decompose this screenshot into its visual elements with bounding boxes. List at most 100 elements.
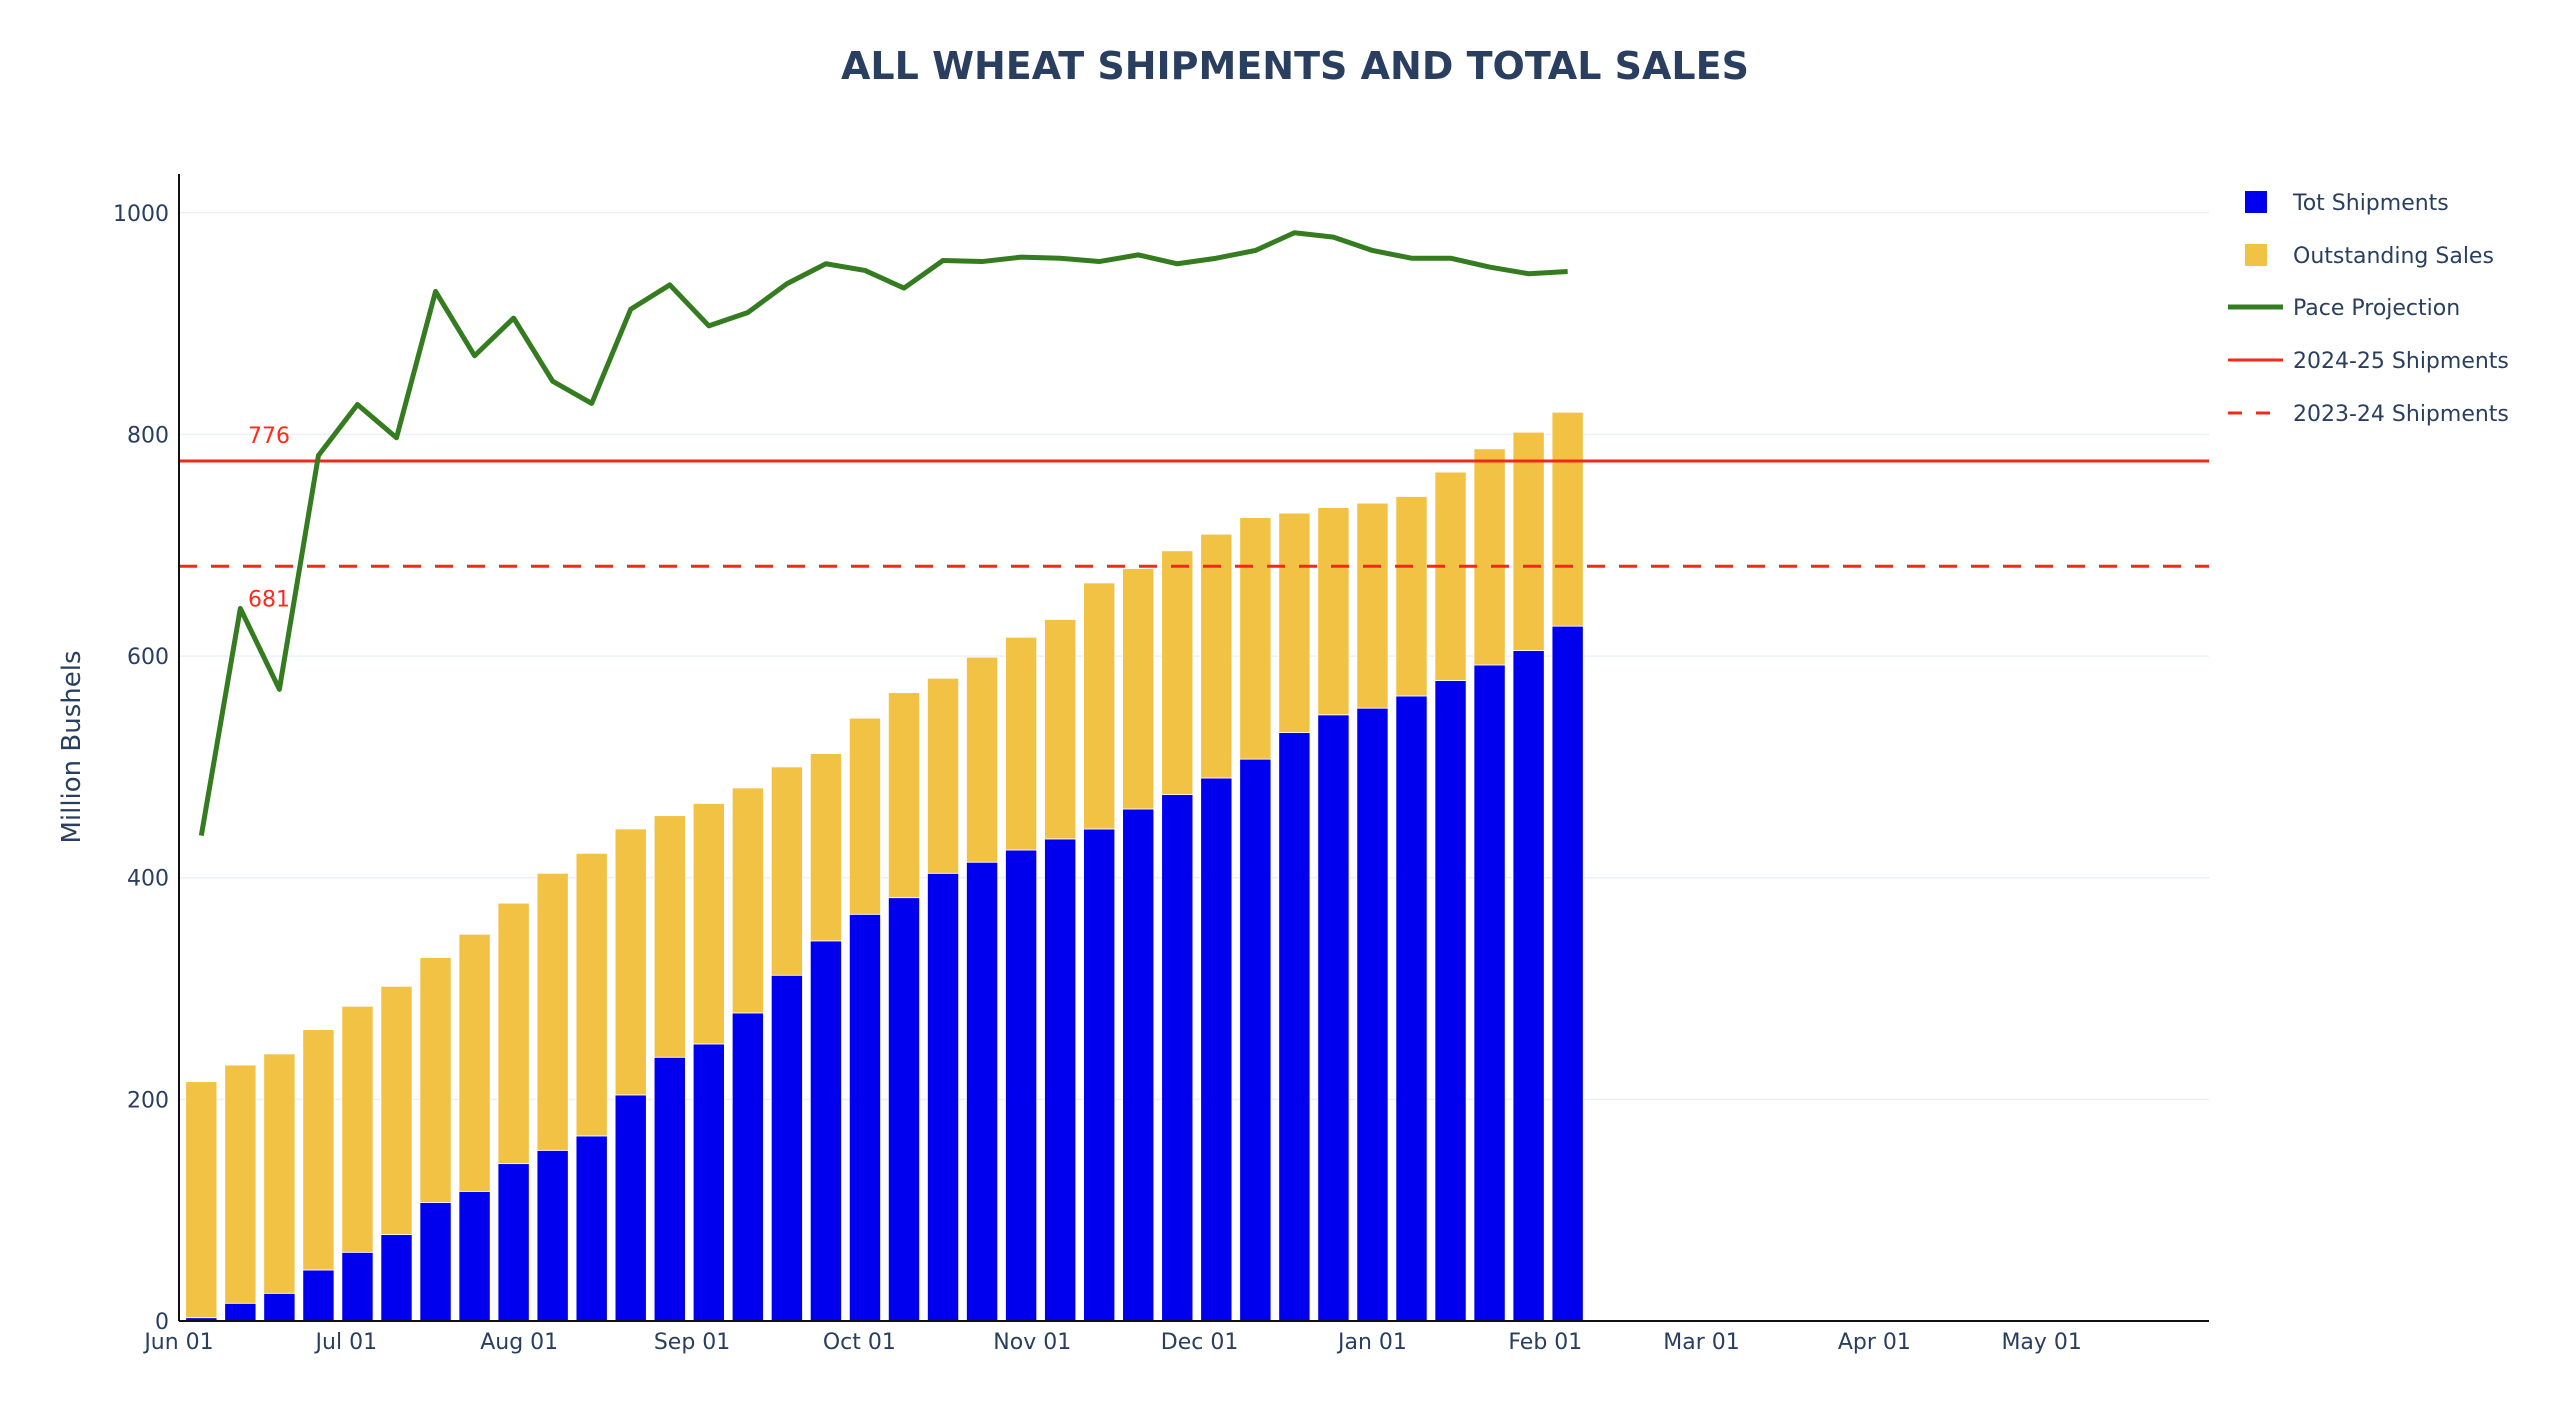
bar-tot-shipments — [887, 897, 921, 1322]
bar-outstanding-sales — [1239, 517, 1272, 760]
bar-tot-shipments — [224, 1302, 257, 1322]
bar-tot-shipments — [302, 1269, 335, 1322]
bar-tot-shipments — [1200, 777, 1233, 1322]
bar-tot-shipments — [497, 1163, 530, 1322]
bar-outstanding-sales — [575, 852, 608, 1137]
legend-swatch — [2245, 191, 2267, 213]
x-tick-label: May 01 — [2001, 1330, 2081, 1355]
bar-outstanding-sales — [380, 985, 413, 1235]
bar-outstanding-sales — [1161, 550, 1194, 795]
bar-tot-shipments — [1122, 808, 1155, 1322]
bar-outstanding-sales — [1200, 533, 1233, 779]
x-tick-label: Apr 01 — [1838, 1330, 1911, 1355]
bar-outstanding-sales — [966, 656, 999, 863]
bar-tot-shipments — [458, 1190, 491, 1322]
bar-outstanding-sales — [1083, 582, 1116, 830]
bar-outstanding-sales — [848, 717, 881, 915]
annotation-681: 681 — [248, 587, 290, 612]
legend-label: 2024-25 Shipments — [2293, 349, 2509, 374]
bar-tot-shipments — [1473, 664, 1506, 1322]
bar-outstanding-sales — [536, 872, 569, 1151]
bar-outstanding-sales — [1317, 507, 1350, 716]
bar-tot-shipments — [1278, 732, 1311, 1322]
bar-tot-shipments — [614, 1094, 647, 1322]
pace-projection-line — [198, 230, 1568, 837]
bar-outstanding-sales — [1044, 619, 1077, 840]
legend-item-2023-24-shipments[interactable]: 2023-24 Shipments — [2228, 402, 2509, 427]
bar-tot-shipments — [848, 913, 881, 1322]
legend-label: Pace Projection — [2293, 296, 2460, 321]
y-tick-label: 400 — [127, 867, 169, 892]
x-tick-label: Aug 01 — [480, 1330, 558, 1355]
bar-tot-shipments — [1356, 707, 1389, 1322]
y-tick-label: 800 — [127, 423, 169, 448]
x-tick-label: Dec 01 — [1161, 1330, 1239, 1355]
bar-outstanding-sales — [1473, 448, 1506, 666]
bar-tot-shipments — [1317, 714, 1350, 1322]
legend-item-pace-projection[interactable]: Pace Projection — [2228, 296, 2460, 321]
bar-outstanding-sales — [1122, 568, 1155, 810]
chart-title: ALL WHEAT SHIPMENTS AND TOTAL SALES — [841, 44, 1749, 88]
x-tick-label: Sep 01 — [654, 1330, 730, 1355]
bar-tot-shipments — [419, 1202, 452, 1322]
bar-tot-shipments — [1239, 758, 1272, 1322]
bar-tot-shipments — [1395, 695, 1428, 1322]
axes: 0 200 400 600 800 1000 Jun 01 Jul 01 Aug 01 Sep 0… — [113, 174, 2209, 1355]
bar-tot-shipments — [1551, 625, 1584, 1322]
bar-outstanding-sales — [1434, 471, 1467, 681]
x-tick-label: Feb 01 — [1508, 1330, 1582, 1355]
bar-tot-shipments — [1161, 794, 1194, 1322]
bar-tot-shipments — [263, 1292, 296, 1322]
legend-label: Tot Shipments — [2292, 191, 2449, 216]
bar-outstanding-sales — [341, 1005, 374, 1253]
legend-item-2024-25-shipments[interactable]: 2024-25 Shipments — [2228, 349, 2509, 374]
bar-outstanding-sales — [614, 828, 647, 1096]
bar-outstanding-sales — [1278, 512, 1311, 733]
x-tick-label: Oct 01 — [823, 1330, 896, 1355]
bar-tot-shipments — [692, 1043, 725, 1322]
bar-outstanding-sales — [692, 803, 725, 1045]
legend-swatch — [2245, 244, 2267, 266]
bar-tot-shipments — [966, 861, 999, 1322]
pace-line — [198, 230, 1568, 837]
y-tick-label: 1000 — [113, 202, 169, 227]
bar-tot-shipments — [653, 1056, 686, 1322]
x-tick-label: Nov 01 — [993, 1330, 1071, 1355]
bar-outstanding-sales — [653, 815, 686, 1058]
bar-outstanding-sales — [809, 753, 842, 942]
bar-outstanding-sales — [770, 766, 803, 976]
bar-tot-shipments — [1083, 828, 1116, 1322]
bar-outstanding-sales — [419, 957, 452, 1203]
bar-tot-shipments — [536, 1149, 569, 1322]
bar-outstanding-sales — [224, 1064, 257, 1304]
bar-tot-shipments — [1434, 680, 1467, 1322]
bar-outstanding-sales — [927, 677, 960, 874]
y-axis-label: Million Bushels — [57, 650, 87, 843]
bars — [185, 411, 1584, 1322]
bar-tot-shipments — [927, 872, 960, 1322]
bar-outstanding-sales — [497, 902, 530, 1165]
legend: Tot Shipments Outstanding Sales Pace Proje… — [2228, 191, 2509, 427]
bar-tot-shipments — [1512, 650, 1545, 1322]
bar-outstanding-sales — [302, 1029, 335, 1271]
legend-label: 2023-24 Shipments — [2293, 402, 2509, 427]
bar-outstanding-sales — [458, 933, 491, 1192]
bar-tot-shipments — [380, 1234, 413, 1322]
bar-outstanding-sales — [1512, 431, 1545, 651]
legend-item-outstanding-sales[interactable]: Outstanding Sales — [2245, 244, 2494, 269]
bar-outstanding-sales — [731, 787, 764, 1014]
bar-tot-shipments — [770, 974, 803, 1322]
y-tick-label: 200 — [127, 1088, 169, 1113]
x-tick-label: Mar 01 — [1663, 1330, 1740, 1355]
bar-outstanding-sales — [1395, 496, 1428, 697]
y-tick-label: 600 — [127, 645, 169, 670]
x-tick-label: Jan 01 — [1336, 1330, 1407, 1355]
bar-tot-shipments — [1044, 838, 1077, 1322]
bar-tot-shipments — [341, 1251, 374, 1322]
bar-outstanding-sales — [1551, 411, 1584, 627]
bar-outstanding-sales — [263, 1053, 296, 1294]
bar-outstanding-sales — [1356, 502, 1389, 709]
bar-tot-shipments — [731, 1012, 764, 1322]
legend-item-tot-shipments[interactable]: Tot Shipments — [2245, 191, 2449, 216]
